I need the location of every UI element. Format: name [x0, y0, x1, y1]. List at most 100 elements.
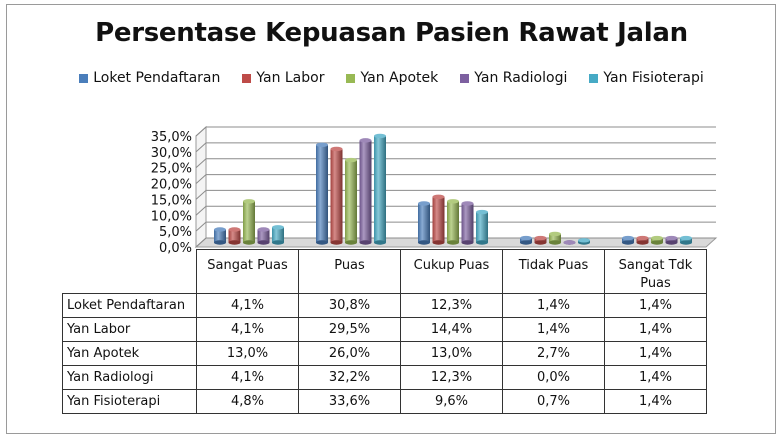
- bar: [345, 157, 357, 245]
- legend-label: Yan Fisioterapi: [603, 70, 704, 86]
- legend-item: Loket Pendaftaran: [79, 70, 220, 86]
- legend-label: Yan Labor: [256, 70, 325, 86]
- bar: [330, 146, 343, 245]
- y-tick-label: 35,0%: [151, 130, 192, 145]
- bar: [257, 227, 270, 245]
- bar: [461, 201, 474, 245]
- legend-item: Yan Labor: [242, 70, 324, 86]
- table-row: Yan Radiologi 4,1% 32,2% 12,3% 0,0% 1,4%: [62, 365, 707, 390]
- legend-item: Yan Apotek: [346, 70, 438, 86]
- bar: [272, 225, 284, 245]
- legend-item: Yan Radiologi: [460, 70, 567, 86]
- data-label: 1,4%: [604, 365, 707, 390]
- data-label: 0,0%: [502, 365, 605, 390]
- legend-swatch: [589, 73, 599, 83]
- table-row: Yan Labor 4,1% 29,5% 14,4% 1,4% 1,4%: [62, 317, 707, 342]
- gridline: [195, 174, 716, 184]
- bar: [476, 209, 488, 245]
- legend-swatch: [346, 73, 356, 83]
- data-label: 4,1%: [196, 293, 299, 318]
- table-corner: [62, 249, 197, 294]
- chart-title: Persentase Kepuasan Pasien Rawat Jalan: [95, 18, 688, 48]
- data-label: 1,4%: [502, 317, 605, 342]
- table-row: Yan Apotek 13,0% 26,0% 13,0% 2,7% 1,4%: [62, 341, 707, 366]
- data-label: 30,8%: [298, 293, 401, 318]
- category-label: Cukup Puas: [400, 249, 503, 294]
- bar: [447, 199, 459, 245]
- data-label: 4,8%: [196, 389, 299, 414]
- data-label: 2,7%: [502, 341, 605, 366]
- legend-label: Loket Pendaftaran: [93, 70, 221, 86]
- legend-label: Yan Radiologi: [474, 70, 568, 86]
- data-label: 0,7%: [502, 389, 605, 414]
- y-tick-label: 15,0%: [151, 193, 192, 208]
- bar: [622, 235, 634, 245]
- bar: [636, 235, 649, 245]
- data-label: 1,4%: [604, 389, 707, 414]
- legend-swatch: [242, 73, 252, 83]
- legend-swatch: [79, 73, 89, 83]
- data-label: 14,4%: [400, 317, 503, 342]
- legend-item: Yan Fisioterapi: [589, 70, 704, 86]
- data-label: 1,4%: [604, 341, 707, 366]
- category-label: Sangat Puas: [196, 249, 299, 294]
- data-label: 33,6%: [298, 389, 401, 414]
- chart-side-wall: [195, 125, 207, 249]
- bar: [432, 194, 445, 245]
- bar: [651, 235, 663, 245]
- series-label: Yan Apotek: [62, 341, 197, 366]
- category-label: Puas: [298, 249, 401, 294]
- bar: [578, 238, 590, 245]
- bar: [680, 235, 692, 245]
- gridline: [195, 142, 716, 153]
- series-label: Loket Pendaftaran: [62, 293, 197, 318]
- gridline: [195, 158, 716, 169]
- bar: [359, 138, 372, 245]
- table-row: Loket Pendaftaran 4,1% 30,8% 12,3% 1,4% 1,4%: [62, 293, 707, 318]
- gridline: [195, 221, 716, 232]
- bar: [418, 201, 430, 245]
- data-label: 12,3%: [400, 365, 503, 390]
- bar: [228, 227, 241, 245]
- bar: [549, 231, 561, 245]
- data-label: 12,3%: [400, 293, 503, 318]
- series-label: Yan Fisioterapi: [62, 389, 197, 414]
- y-tick-label: 10,0%: [151, 209, 192, 224]
- bar: [374, 133, 386, 245]
- y-tick-label: 30,0%: [151, 146, 192, 161]
- gridline: [195, 189, 716, 200]
- y-tick-label: 25,0%: [151, 162, 192, 177]
- bar: [563, 240, 576, 245]
- series-label: Yan Labor: [62, 317, 197, 342]
- data-label: 32,2%: [298, 365, 401, 390]
- y-tick-label: 20,0%: [151, 178, 192, 193]
- table-row: Yan Fisioterapi 4,8% 33,6% 9,6% 0,7% 1,4%: [62, 389, 707, 414]
- bar: [534, 235, 547, 245]
- data-label: 26,0%: [298, 341, 401, 366]
- bar: [665, 235, 678, 245]
- data-label: 29,5%: [298, 317, 401, 342]
- gridline: [195, 126, 716, 137]
- bar: [316, 142, 328, 245]
- legend-label: Yan Apotek: [360, 70, 439, 86]
- bar: [520, 235, 532, 245]
- bar: [243, 199, 255, 245]
- data-label: 1,4%: [502, 293, 605, 318]
- data-label: 4,1%: [196, 317, 299, 342]
- y-tick-label: 5,0%: [159, 225, 192, 240]
- category-label: Sangat Tdk Puas: [604, 249, 707, 294]
- chart-legend: Loket Pendaftaran Yan Labor Yan Apotek Yan …: [0, 70, 783, 86]
- legend-swatch: [460, 73, 470, 83]
- category-label: Tidak Puas: [502, 249, 605, 294]
- bar: [214, 227, 226, 245]
- series-label: Yan Radiologi: [62, 365, 197, 390]
- data-label: 1,4%: [604, 293, 707, 318]
- data-label: 4,1%: [196, 365, 299, 390]
- data-label: 9,6%: [400, 389, 503, 414]
- gridline: [195, 205, 716, 216]
- data-label: 13,0%: [196, 341, 299, 366]
- data-label: 13,0%: [400, 341, 503, 366]
- data-table: Sangat Puas Puas Cukup Puas Tidak Puas Sanga…: [62, 249, 707, 414]
- data-label: 1,4%: [604, 317, 707, 342]
